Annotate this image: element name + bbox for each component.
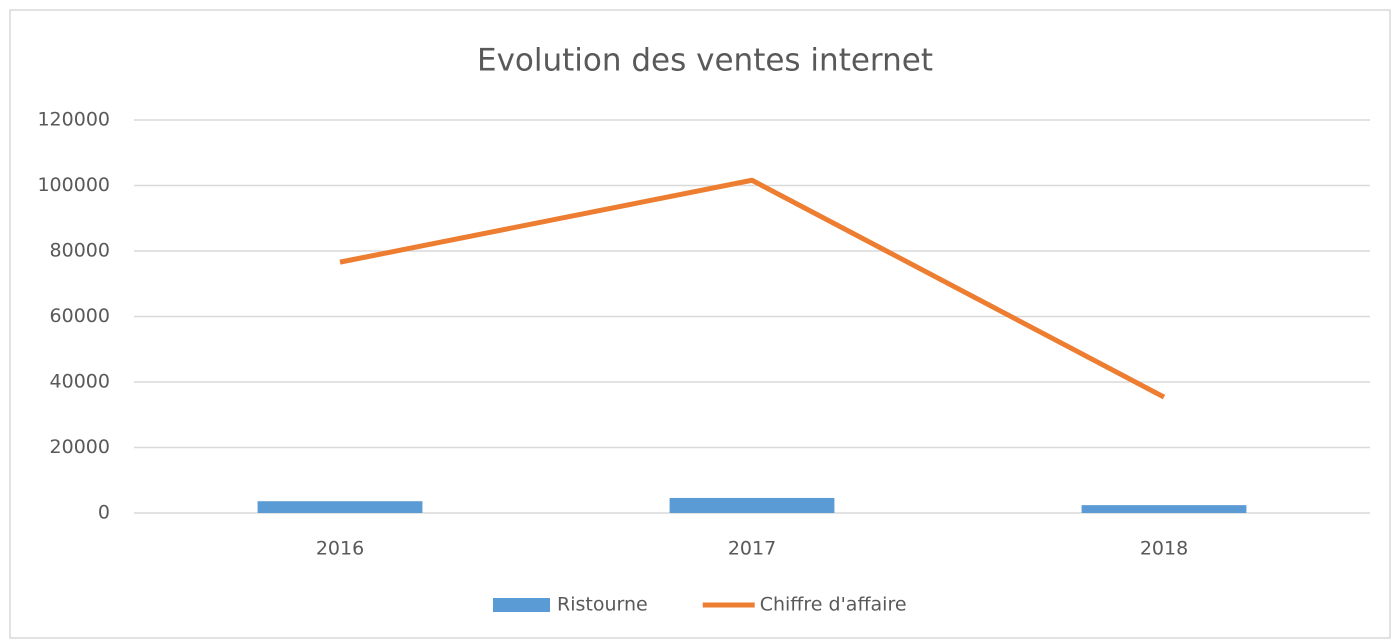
bar bbox=[1081, 505, 1247, 513]
y-tick-label: 100000 bbox=[37, 174, 110, 196]
bar bbox=[257, 501, 423, 513]
chart-frame bbox=[9, 9, 1391, 639]
y-tick-label: 0 bbox=[98, 502, 110, 524]
chart-title: Evolution des ventes internet bbox=[477, 43, 933, 79]
legend-swatch bbox=[493, 598, 550, 612]
x-tick-label: 2017 bbox=[728, 538, 776, 560]
y-tick-label: 20000 bbox=[50, 436, 110, 458]
line bbox=[339, 177, 1166, 400]
legend-label: Chiffre d'affaire bbox=[760, 594, 907, 616]
y-tick-label: 40000 bbox=[50, 371, 110, 393]
x-tick-label: 2018 bbox=[1140, 538, 1188, 560]
bar bbox=[669, 497, 835, 513]
y-tick-label: 80000 bbox=[50, 240, 110, 262]
legend-label: Ristourne bbox=[557, 594, 648, 616]
y-tick-label: 120000 bbox=[37, 109, 110, 131]
y-tick-label: 60000 bbox=[50, 305, 110, 327]
x-tick-label: 2016 bbox=[316, 538, 364, 560]
